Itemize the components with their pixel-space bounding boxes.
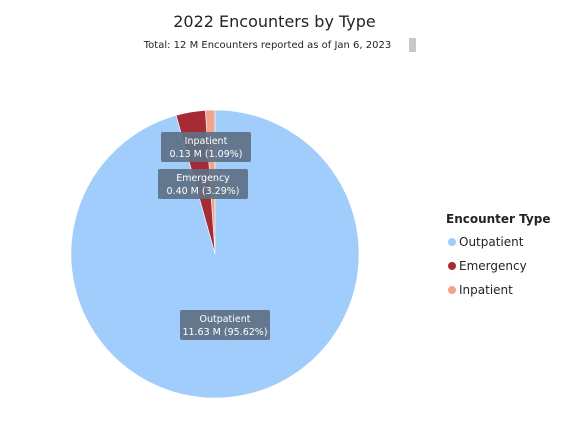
scroll-indicator[interactable] bbox=[409, 38, 416, 52]
legend-dot-outpatient bbox=[448, 238, 456, 246]
data-label-box-inpatient bbox=[161, 132, 251, 162]
legend-item-inpatient[interactable]: Inpatient bbox=[448, 283, 513, 297]
data-label-name-outpatient: Outpatient bbox=[199, 314, 250, 325]
legend-item-emergency[interactable]: Emergency bbox=[448, 259, 527, 273]
data-label-value-emergency: 0.40 M (3.29%) bbox=[167, 186, 240, 197]
chart-title: 2022 Encounters by Type bbox=[173, 12, 376, 31]
data-label-name-emergency: Emergency bbox=[176, 173, 230, 184]
data-label-emergency: Emergency 0.40 M (3.29%) bbox=[158, 169, 248, 199]
legend-item-outpatient[interactable]: Outpatient bbox=[448, 235, 523, 249]
legend-label-outpatient: Outpatient bbox=[459, 235, 524, 249]
data-label-inpatient: Inpatient 0.13 M (1.09%) bbox=[161, 132, 251, 162]
legend-dot-emergency bbox=[448, 262, 456, 270]
chart-subtitle: Total: 12 M Encounters reported as of Ja… bbox=[143, 40, 392, 51]
data-label-value-outpatient: 11.63 M (95.62%) bbox=[182, 327, 267, 338]
legend-label-emergency: Emergency bbox=[459, 259, 527, 273]
data-label-value-inpatient: 0.13 M (1.09%) bbox=[170, 149, 243, 160]
data-label-box-outpatient bbox=[180, 310, 270, 340]
legend-title: Encounter Type bbox=[446, 212, 551, 226]
data-label-outpatient: Outpatient 11.63 M (95.62%) bbox=[180, 310, 270, 340]
legend-label-inpatient: Inpatient bbox=[459, 283, 513, 297]
legend-dot-inpatient bbox=[448, 286, 456, 294]
pie-slice-outpatient[interactable] bbox=[70, 109, 360, 399]
data-label-box-emergency bbox=[158, 169, 248, 199]
data-label-name-inpatient: Inpatient bbox=[185, 136, 228, 147]
